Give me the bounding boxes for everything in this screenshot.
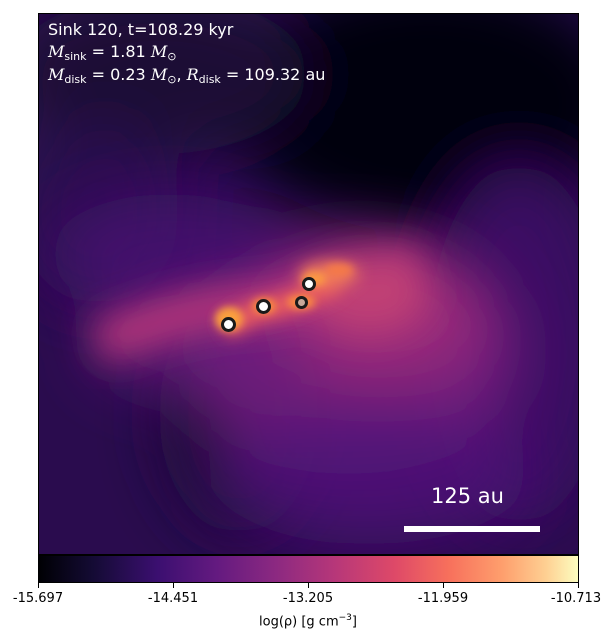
sink-marker bbox=[221, 317, 236, 332]
mass-disk-sub: disk bbox=[64, 73, 87, 86]
colorbar-tick bbox=[578, 583, 579, 588]
colorbar-label: log(ρ) [g cm−3] bbox=[259, 613, 357, 629]
mass-unit-sub-2: ⊙ bbox=[167, 73, 177, 86]
colorbar-tick-label: -13.205 bbox=[282, 591, 334, 606]
radius-disk-sub: disk bbox=[198, 73, 221, 86]
sink-mass-text: Msink = 1.81 M⊙ bbox=[48, 42, 176, 67]
density-image bbox=[39, 14, 578, 554]
mass-disk-symbol: M bbox=[48, 65, 65, 84]
radius-disk-symbol: R bbox=[186, 65, 199, 84]
colorbar-tick bbox=[38, 583, 39, 588]
sink-marker bbox=[256, 299, 271, 314]
mass-unit-symbol: M bbox=[150, 42, 168, 61]
mass-unit-symbol-2: M bbox=[150, 65, 168, 84]
colorbar-tick-label: -11.959 bbox=[417, 591, 469, 606]
colorbar-label-text: log(ρ) [g cm bbox=[259, 614, 339, 630]
mass-sink-value: = 1.81 bbox=[86, 42, 151, 61]
colorbar-tick-label: -14.451 bbox=[147, 591, 199, 606]
mass-sink-symbol: M bbox=[48, 42, 65, 61]
colorbar-label-end: ] bbox=[351, 614, 357, 630]
mass-unit-sub: ⊙ bbox=[167, 50, 177, 63]
colorbar-tick bbox=[443, 583, 444, 588]
colorbar-label-exp: −3 bbox=[338, 613, 352, 623]
scale-bar bbox=[404, 526, 540, 532]
colorbar-tick-label: -15.697 bbox=[12, 591, 64, 606]
colorbar bbox=[38, 555, 579, 583]
mass-disk-value: = 0.23 bbox=[86, 65, 151, 84]
disk-text: Mdisk = 0.23 M⊙, Rdisk = 109.32 au bbox=[48, 65, 326, 86]
sink-marker bbox=[295, 296, 308, 309]
sink-title: Sink 120, t=108.29 kyr bbox=[48, 20, 234, 39]
scale-bar-label: 125 au bbox=[431, 484, 504, 508]
radius-disk-value: = 109.32 au bbox=[220, 65, 326, 84]
colorbar-tick bbox=[308, 583, 309, 588]
sink-marker bbox=[302, 277, 316, 291]
mass-sink-sub: sink bbox=[64, 50, 87, 63]
colorbar-tick-label: -10.713 bbox=[550, 591, 602, 606]
colorbar-tick bbox=[173, 583, 174, 588]
density-map: Sink 120, t=108.29 kyr Msink = 1.81 M⊙ M… bbox=[38, 13, 579, 555]
